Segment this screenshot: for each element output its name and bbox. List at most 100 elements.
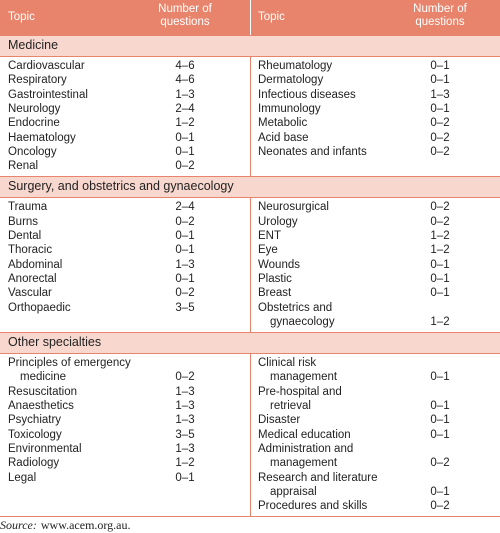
header-number: questions [415,16,465,28]
header-number: Number of [413,3,467,15]
section-row [0,35,500,56]
number: 0–2 [430,201,450,214]
number: 0–1 [430,258,450,271]
hline [0,332,500,334]
topic: Anaesthetics [8,400,74,412]
section-title: Other specialties [8,335,102,350]
section-title: Medicine [8,38,59,52]
topic: Trauma [8,201,48,214]
topic: Neurology [8,102,61,115]
header-topic: Topic [8,11,35,23]
source-text: www.acem.org.au. [40,518,131,533]
number: 1–3 [175,88,195,101]
topic: Toxicology [8,428,62,441]
topic: Clinical risk [258,357,317,370]
topic: Plastic [258,272,292,285]
number: 1–2 [430,244,450,257]
topic: Burns [8,215,39,228]
hline [0,176,500,178]
number: 1–2 [430,230,450,242]
number: 1–2 [175,457,195,470]
topic: Acid base [258,131,309,144]
topic: Infectious diseases [258,88,356,101]
number: 1–2 [175,117,195,130]
number: 3–5 [175,428,195,441]
hline [0,35,500,36]
number: 0–1 [430,400,450,412]
number: 0–1 [175,471,195,484]
number: 0–2 [430,215,450,228]
topic: Legal [8,471,37,484]
number: 1–3 [175,258,195,271]
number: 0–2 [175,160,195,173]
section-row [0,332,500,354]
topic: Rheumatology [258,60,333,72]
topic: retrieval [270,400,311,412]
topic: Breast [258,287,292,300]
topic: Anorectal [8,272,57,285]
number: 1–2 [430,315,450,328]
topic: Cardiovascular [8,60,85,72]
number: 0–2 [430,131,450,144]
number: 0–1 [430,428,450,441]
number: 1–3 [175,385,195,398]
number: 4–6 [175,60,195,72]
topic: Urology [258,215,298,228]
header-topic: Topic [258,11,285,23]
number: 1–3 [175,414,195,427]
topic: Vascular [8,287,52,300]
topic: Radiology [8,457,60,470]
section-row [0,176,500,198]
number: 0–1 [175,272,195,285]
topic: Administration and [258,442,354,455]
vline [250,56,251,177]
vline [250,0,251,35]
topic: Haematology [8,131,76,144]
number: 0–1 [430,485,450,498]
topic: Procedures and skills [258,500,368,513]
topic: medicine [20,371,67,384]
number: 1–3 [175,400,195,412]
number: 3–5 [175,301,195,314]
number: 1–3 [430,88,450,101]
header-number: Number of [158,3,212,15]
topic: Abdominal [8,258,63,271]
number: 4–6 [175,74,195,87]
vline [250,353,251,517]
vline [250,197,251,333]
topic: Psychiatry [8,414,62,427]
topic: Wounds [258,258,300,271]
topic: Respiratory [8,74,67,87]
number: 0–2 [175,215,195,228]
topic: Neonates and infants [258,145,367,158]
number: 0–1 [175,145,195,158]
topic: Orthopaedic [8,301,71,314]
number: 0–1 [430,60,450,72]
hline [0,516,500,518]
number: 0–1 [430,102,450,115]
number: 0–1 [175,131,195,144]
topic: Eye [258,244,278,257]
number: 2–4 [175,102,195,115]
topic: Neurosurgical [258,201,329,214]
number: 0–1 [430,74,450,87]
topic: Gastrointestinal [8,88,88,101]
topic: Metabolic [258,117,308,130]
topic: gynaecology [270,315,335,328]
number: 0–2 [430,145,450,158]
topic: management [270,457,338,470]
topic: Principles of emergency [8,357,131,370]
topic: appraisal [270,485,317,498]
topic: Endocrine [8,117,60,130]
section-title: Surgery, and obstetrics and gynaecology [8,179,234,194]
number: 0–1 [430,287,450,300]
topic: Oncology [8,145,57,158]
topic: ENT [258,230,281,242]
number: 0–1 [175,244,195,257]
topic: Research and literature [258,471,378,484]
number: 0–1 [175,230,195,242]
number: 0–2 [430,117,450,130]
topic: Renal [8,160,39,173]
number: 0–1 [430,371,450,384]
number: 2–4 [175,201,195,214]
